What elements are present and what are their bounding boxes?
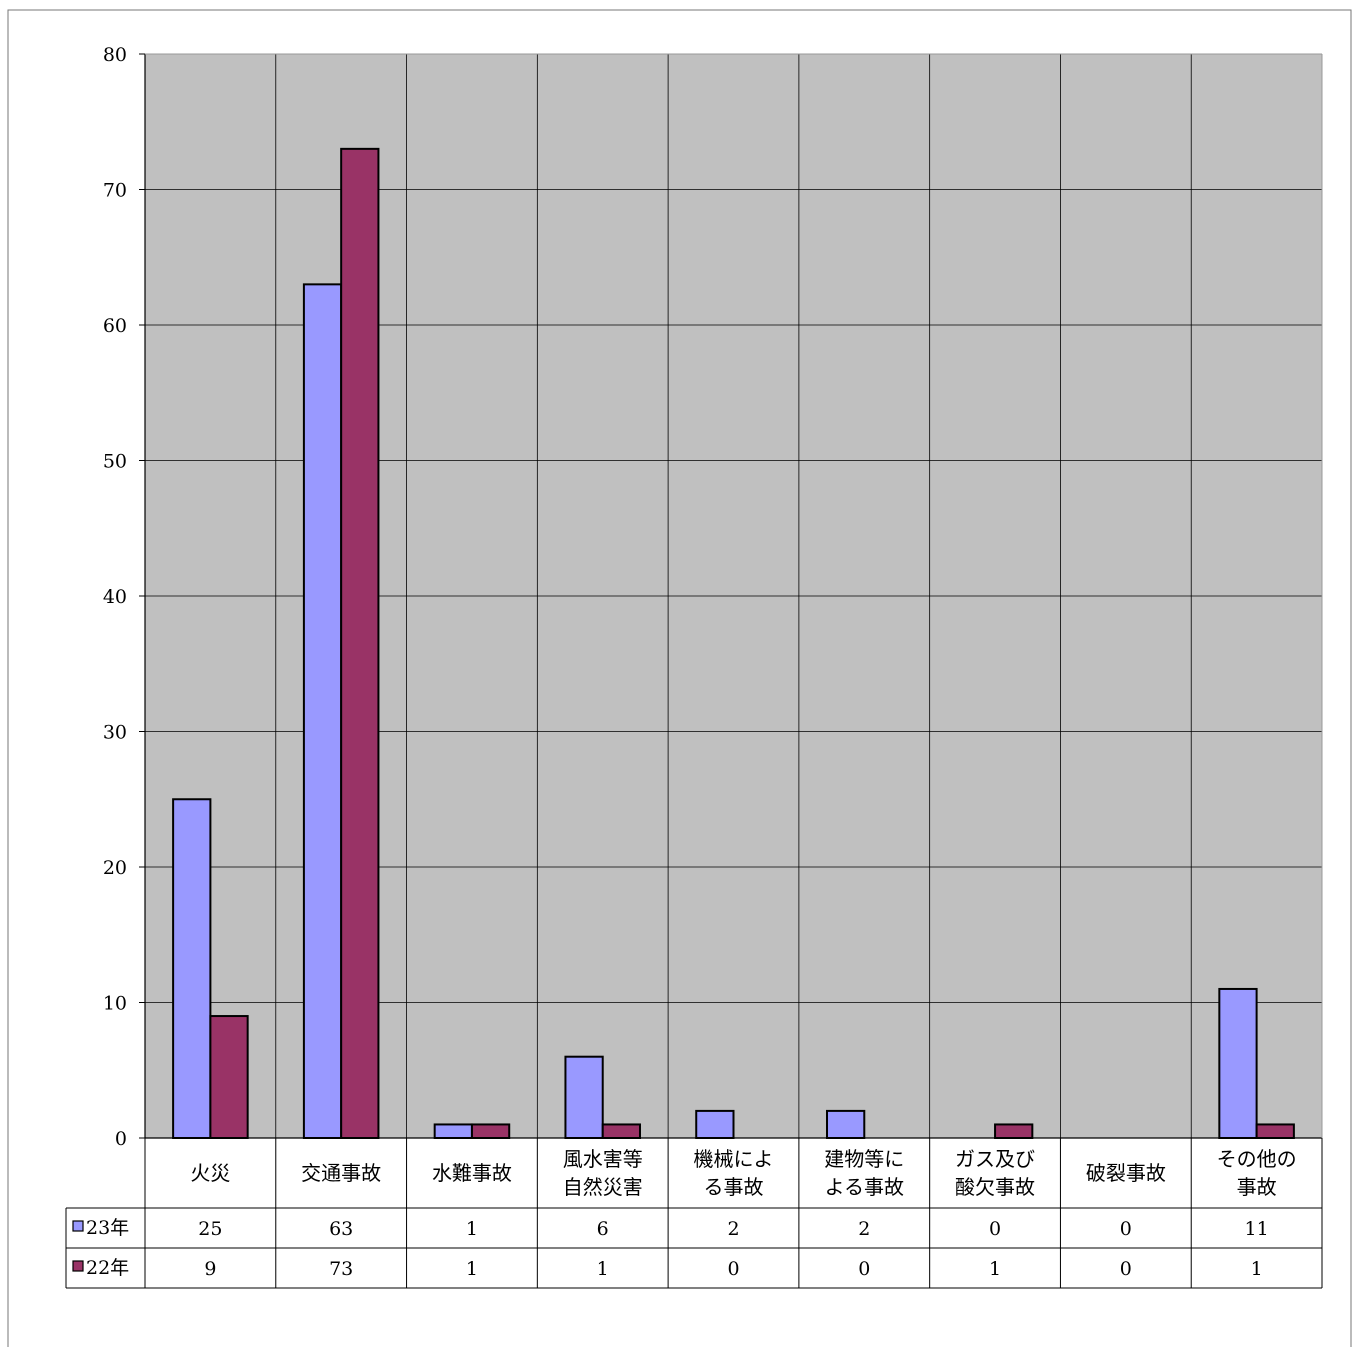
table-value: 1 [466, 1258, 478, 1280]
legend-key [72, 1220, 84, 1232]
category-label: 酸欠事故 [955, 1175, 1035, 1199]
category-label: よる事故 [825, 1175, 904, 1199]
category-label: 交通事故 [301, 1161, 381, 1185]
table-value: 73 [329, 1258, 353, 1280]
y-tick-label: 20 [103, 857, 127, 879]
table-value: 1 [466, 1218, 478, 1240]
bar-series-2 [601, 1123, 641, 1139]
table-value: 1 [1251, 1258, 1263, 1280]
bar-series-2 [470, 1123, 511, 1139]
category-label: 風水害等 [563, 1147, 643, 1171]
category-label: 建物等に [824, 1147, 904, 1171]
y-tick-label: 80 [103, 44, 127, 66]
table-value: 0 [989, 1218, 1001, 1240]
bar-series-1 [826, 1109, 866, 1140]
bar-series-1 [302, 283, 343, 1140]
table-value: 11 [1245, 1218, 1269, 1240]
legend-label: 22年 [86, 1257, 129, 1279]
table-value: 0 [1120, 1258, 1132, 1280]
bar-series-1 [172, 798, 212, 1139]
legend-label: 23年 [86, 1217, 129, 1239]
y-tick-label: 40 [103, 586, 127, 608]
table-value: 63 [329, 1218, 353, 1240]
category-label: 水難事故 [432, 1161, 512, 1185]
category-label: る事故 [704, 1175, 764, 1199]
bar-series-1 [433, 1123, 473, 1139]
table-value: 2 [858, 1218, 870, 1240]
category-label: 火災 [190, 1161, 230, 1185]
table-value: 0 [727, 1258, 739, 1280]
legend-key [72, 1260, 84, 1272]
bar-series-1 [564, 1055, 604, 1139]
bar-series-1 [1218, 987, 1258, 1140]
bar-series-2 [209, 1015, 249, 1139]
table-value: 0 [1120, 1218, 1132, 1240]
table-value: 0 [858, 1258, 870, 1280]
table-value: 25 [198, 1218, 222, 1240]
y-tick-label: 10 [103, 993, 127, 1015]
table-value: 2 [727, 1218, 739, 1240]
y-tick-label: 30 [103, 722, 127, 744]
table-value: 9 [204, 1258, 216, 1280]
category-label: ガス及び [955, 1147, 1035, 1171]
category-label: 破裂事故 [1086, 1161, 1166, 1185]
y-tick-label: 50 [103, 451, 127, 473]
y-tick-label: 70 [103, 180, 127, 202]
bar-series-1 [695, 1109, 735, 1140]
bar-series-2 [340, 147, 380, 1140]
table-value: 6 [597, 1218, 609, 1240]
bar-series-2 [994, 1123, 1034, 1139]
table-value: 1 [989, 1258, 1001, 1280]
table-value: 1 [597, 1258, 609, 1280]
category-label: 事故 [1237, 1175, 1277, 1199]
category-label: その他の [1217, 1147, 1297, 1171]
bar-series-2 [1255, 1123, 1295, 1139]
category-label: 機械によ [694, 1147, 774, 1171]
category-label: 自然災害 [563, 1175, 643, 1199]
y-tick-label: 0 [115, 1128, 127, 1150]
y-tick-label: 60 [103, 315, 127, 337]
